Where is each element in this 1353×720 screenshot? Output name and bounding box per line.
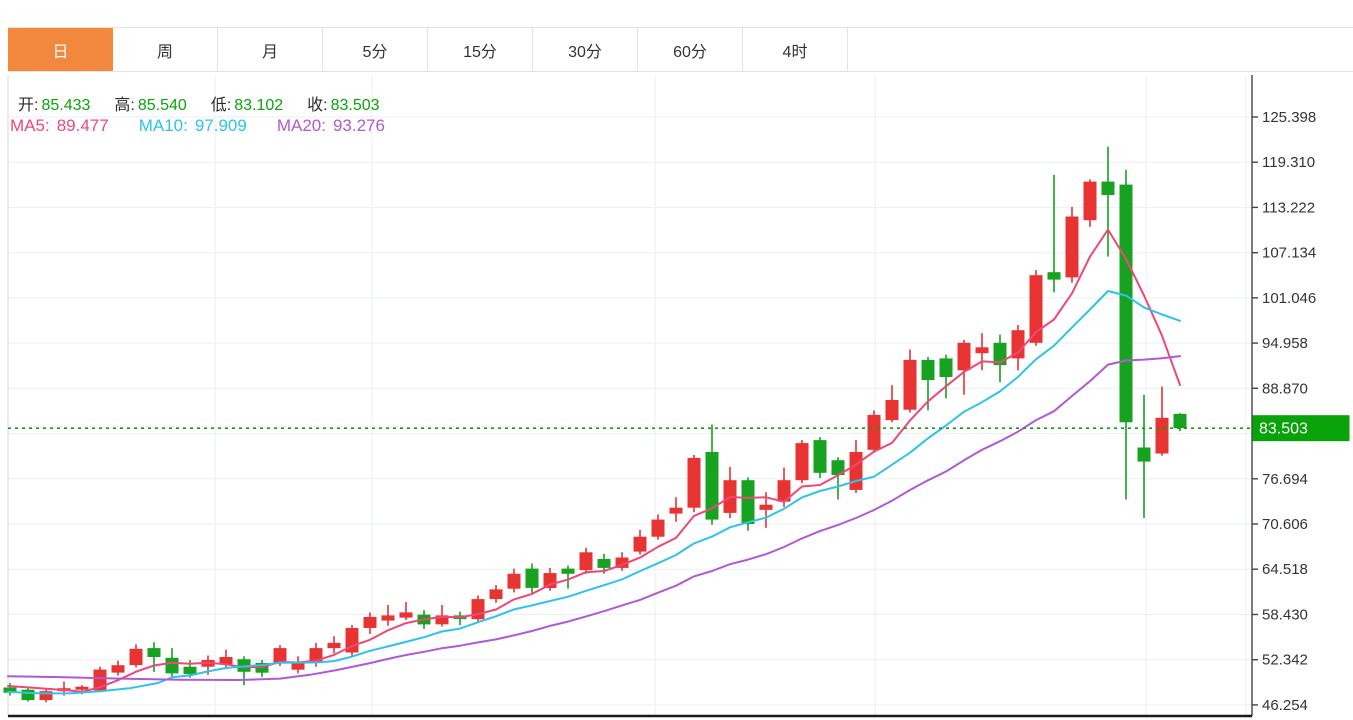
tab-5min[interactable]: 5分	[323, 28, 428, 71]
candle-body	[3, 687, 17, 693]
candle-body	[903, 359, 917, 410]
candle-body	[129, 648, 143, 666]
y-tick-label: 88.870	[1262, 380, 1308, 397]
candle-body	[147, 648, 161, 657]
candle-body	[471, 599, 485, 620]
candle-body	[381, 615, 395, 621]
candle-body	[957, 342, 971, 371]
candle-body	[597, 559, 611, 568]
last-price-tag	[1252, 415, 1350, 442]
y-tick-label: 46.254	[1262, 697, 1308, 714]
candle-body	[363, 616, 377, 628]
candle-body	[183, 666, 197, 675]
candle-body	[813, 440, 827, 473]
y-tick-label: 52.342	[1262, 652, 1308, 669]
candle-body	[1137, 447, 1151, 462]
y-tick-label: 70.606	[1262, 516, 1308, 533]
last-price-tag-label: 83.503	[1259, 421, 1308, 438]
candle-body	[1047, 272, 1061, 280]
candle-body	[399, 612, 413, 618]
candle-body	[687, 457, 701, 508]
candle-body	[1119, 184, 1133, 423]
tab-day[interactable]: 日	[8, 28, 113, 71]
tab-60min[interactable]: 60分	[638, 28, 743, 71]
candle-body	[669, 507, 683, 514]
candle-body	[219, 657, 233, 665]
tab-week[interactable]: 周	[113, 28, 218, 71]
y-tick-label: 119.310	[1262, 154, 1315, 171]
y-tick-label: 76.694	[1262, 471, 1308, 488]
candle-body	[327, 642, 341, 649]
candle-body	[273, 648, 287, 663]
candle-body	[705, 452, 719, 520]
candle-body	[291, 663, 305, 670]
candle-body	[1029, 275, 1043, 343]
candle-body	[1101, 181, 1115, 195]
candle-body	[561, 568, 575, 574]
candle-body	[975, 347, 989, 354]
ma10-line	[7, 290, 1181, 695]
candle-body	[39, 691, 53, 701]
y-tick-label: 101.046	[1262, 290, 1316, 307]
candle-body	[1173, 413, 1187, 429]
candle-body	[111, 665, 125, 673]
candle-body	[489, 589, 503, 600]
candle-body	[525, 568, 539, 588]
y-tick-label: 64.518	[1262, 561, 1308, 578]
candle-body	[885, 400, 899, 421]
candle-body	[759, 504, 773, 510]
candle-body	[1155, 417, 1169, 454]
candle-body	[1065, 216, 1079, 278]
y-tick-label: 94.958	[1262, 335, 1308, 352]
y-tick-label: 58.430	[1262, 607, 1308, 624]
candle-body	[795, 443, 809, 481]
tab-15min[interactable]: 15分	[428, 28, 533, 71]
y-tick-label: 107.134	[1262, 245, 1316, 262]
candle-body	[849, 452, 863, 490]
tab-30min[interactable]: 30分	[533, 28, 638, 71]
candle-body	[867, 414, 881, 450]
candle-body	[1083, 181, 1097, 221]
candle-body	[615, 557, 629, 568]
candle-body	[75, 686, 89, 690]
ma5-line	[7, 228, 1181, 693]
candle-body	[831, 460, 845, 476]
candle-body	[435, 615, 449, 625]
candle-body	[939, 358, 953, 377]
candle-body	[1011, 330, 1025, 359]
candle-body	[633, 536, 647, 552]
candle-body	[921, 359, 935, 380]
y-tick-label: 113.222	[1262, 199, 1315, 216]
candle-body	[777, 480, 791, 502]
tab-month[interactable]: 月	[218, 28, 323, 71]
candle-body	[507, 573, 521, 589]
candle-body	[651, 519, 665, 537]
candle-body	[165, 657, 179, 674]
tab-4hour[interactable]: 4时	[743, 28, 848, 71]
timeframe-tabbar: 日 周 月 5分 15分 30分 60分 4时	[8, 27, 1353, 72]
y-tick-label: 125.398	[1262, 109, 1316, 126]
candle-body	[21, 689, 35, 701]
candle-body	[741, 480, 755, 524]
candle-body	[345, 628, 359, 653]
ma20-line	[7, 355, 1181, 681]
candle-body	[579, 552, 593, 571]
